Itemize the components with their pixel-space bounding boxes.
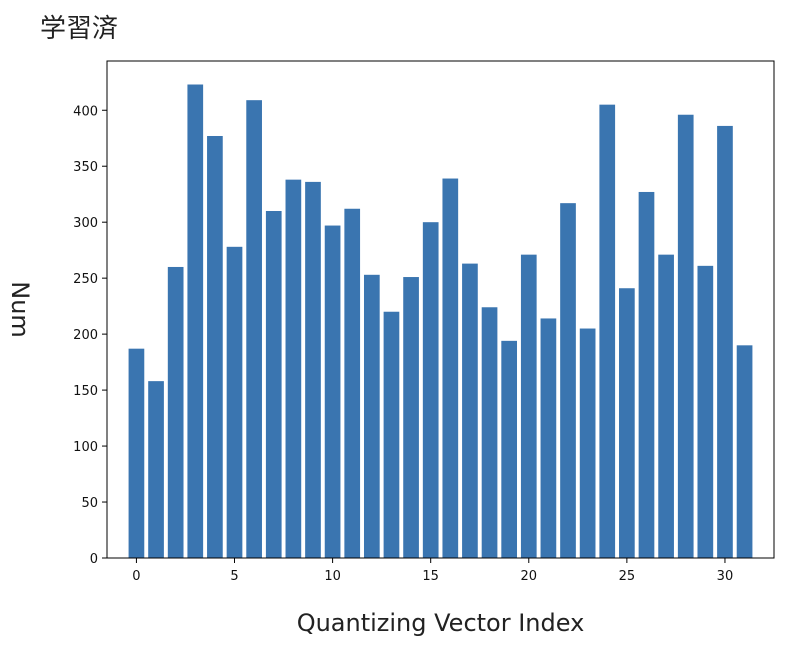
bar-26: [638, 191, 655, 558]
bar-14: [403, 277, 419, 558]
y-tick-label: 50: [81, 496, 98, 511]
y-tick-label: 400: [73, 104, 98, 119]
bar-9: [305, 181, 321, 558]
bars-group: [128, 84, 753, 559]
y-tick-label: 200: [73, 328, 98, 343]
bar-23: [579, 328, 596, 558]
y-tick-label: 250: [73, 272, 98, 287]
bar-11: [344, 208, 361, 558]
bar-27: [658, 254, 674, 559]
x-tick-label: 10: [324, 569, 341, 584]
bar-5: [226, 246, 243, 559]
bar-17: [462, 263, 478, 558]
bar-20: [520, 254, 537, 559]
bar-16: [442, 178, 459, 558]
bar-2: [167, 266, 184, 558]
bar-1: [148, 381, 164, 558]
x-tick-label: 30: [717, 569, 734, 584]
y-tick-label: 0: [90, 552, 98, 567]
bar-0: [128, 348, 145, 558]
y-tick-label: 150: [73, 384, 98, 399]
bar-15: [422, 222, 439, 558]
bar-8: [285, 179, 302, 559]
page-title: 学習済: [40, 14, 119, 44]
bar-12: [363, 274, 380, 558]
bar-3: [187, 84, 204, 558]
plot-frame: [106, 60, 775, 559]
bar-28: [677, 114, 694, 558]
bar-18: [481, 307, 498, 558]
y-axis-label: Num: [6, 281, 34, 338]
x-tick-label: 5: [230, 569, 238, 584]
y-tick-label: 350: [73, 160, 98, 175]
x-tick-label: 25: [619, 569, 636, 584]
x-tick-label: 15: [422, 569, 439, 584]
x-axis: 0 5 10 15 20 25 30: [132, 558, 733, 584]
bar-10: [324, 225, 341, 558]
x-tick-label: 0: [132, 569, 140, 584]
bar-30: [717, 125, 733, 558]
bar-7: [265, 210, 282, 559]
y-tick-label: 100: [73, 440, 98, 455]
y-axis: 0 50 100 150 200 250 300 350 400: [73, 104, 107, 567]
bar-19: [501, 340, 518, 558]
y-tick-label: 300: [73, 216, 98, 231]
x-axis-label: Quantizing Vector Index: [297, 609, 585, 637]
bar-24: [599, 104, 616, 559]
bar-22: [560, 203, 576, 558]
bar-29: [697, 265, 714, 558]
bar-13: [383, 311, 400, 558]
bar-31: [736, 345, 753, 558]
bar-25: [619, 288, 635, 558]
bar-21: [540, 318, 557, 558]
bar-4: [207, 135, 223, 558]
x-tick-label: 20: [521, 569, 538, 584]
bar-6: [246, 100, 262, 559]
